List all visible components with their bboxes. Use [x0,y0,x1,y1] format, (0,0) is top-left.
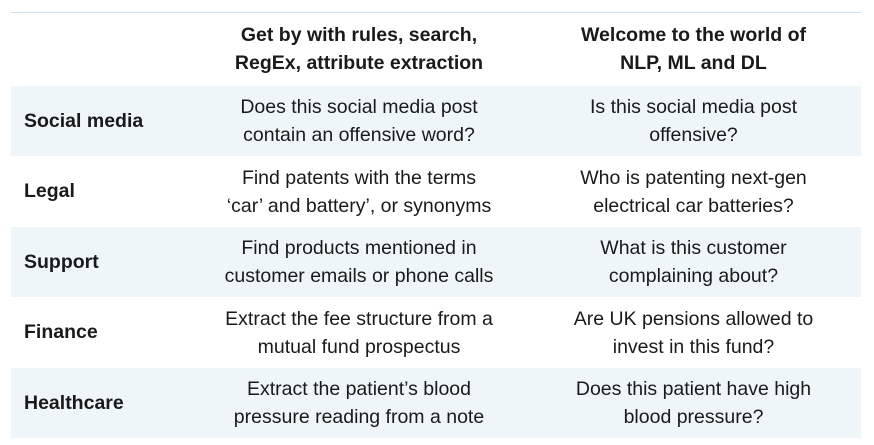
rules-example: Extract the fee structure from a mutual … [192,297,526,368]
row-label: Healthcare [11,368,192,438]
comparison-table: Get by with rules, search, RegEx, attrib… [11,12,861,438]
header-ml-line-2: NLP, ML and DL [620,52,767,74]
header-ml-column: Welcome to the world of NLP, ML and DL [526,12,861,86]
ml-example-line-1: Who is patenting next-gen [580,166,807,189]
rules-example: Find products mentioned in customer emai… [192,227,526,297]
row-label: Social media [11,86,192,156]
rules-example-line-1: Extract the patient’s blood [246,378,471,400]
ml-example-line-2: complaining about? [608,265,779,287]
ml-example-line-1: Are UK pensions allowed to [573,307,814,330]
row-label: Finance [24,321,98,343]
ml-example: What is this customer complaining about? [526,227,861,297]
ml-example: Who is patenting next-gen electrical car… [526,156,861,227]
rules-example-line-2: mutual fund prospectus [257,335,461,358]
rules-example-line-2: contain an offensive word? [243,124,475,146]
rules-example: Find patents with the terms ‘car’ and ba… [192,156,526,227]
ml-example: Are UK pensions allowed to invest in thi… [526,297,861,368]
rules-example: Does this social media post contain an o… [192,86,526,156]
rules-example: Extract the patient’s blood pressure rea… [192,368,526,438]
ml-example-line-1: Does this patient have high [575,378,812,400]
ml-example: Is this social media post offensive? [526,86,861,156]
rules-example-line-1: Does this social media post [240,96,478,118]
ml-example-line-2: offensive? [649,124,738,146]
ml-example-line-2: electrical car batteries? [593,194,794,217]
rules-example-line-2: customer emails or phone calls [224,265,494,287]
header-rules-line-1: Get by with rules, search, [240,24,478,46]
row-label: Support [11,227,192,297]
rules-example-line-1: Find products mentioned in [241,237,477,259]
header-rules-column: Get by with rules, search, RegEx, attrib… [192,12,526,86]
rules-example-line-1: Find patents with the terms [241,166,477,189]
row-label: Legal [24,180,75,202]
header-corner [11,12,192,86]
ml-example-line-2: blood pressure? [623,406,764,428]
rules-example-line-2: ‘car’ and battery’, or synonyms [226,194,492,217]
ml-example-line-1: What is this customer [600,237,787,259]
ml-example-line-1: Is this social media post [589,96,797,118]
rules-example-line-2: pressure reading from a note [233,406,485,428]
ml-example-line-2: invest in this fund? [612,335,775,358]
header-ml-line-1: Welcome to the world of [581,24,806,46]
header-rules-line-2: RegEx, attribute extraction [234,52,484,74]
top-rule [11,12,861,13]
rules-example-line-1: Extract the fee structure from a [225,307,493,330]
ml-example: Does this patient have high blood pressu… [526,368,861,438]
